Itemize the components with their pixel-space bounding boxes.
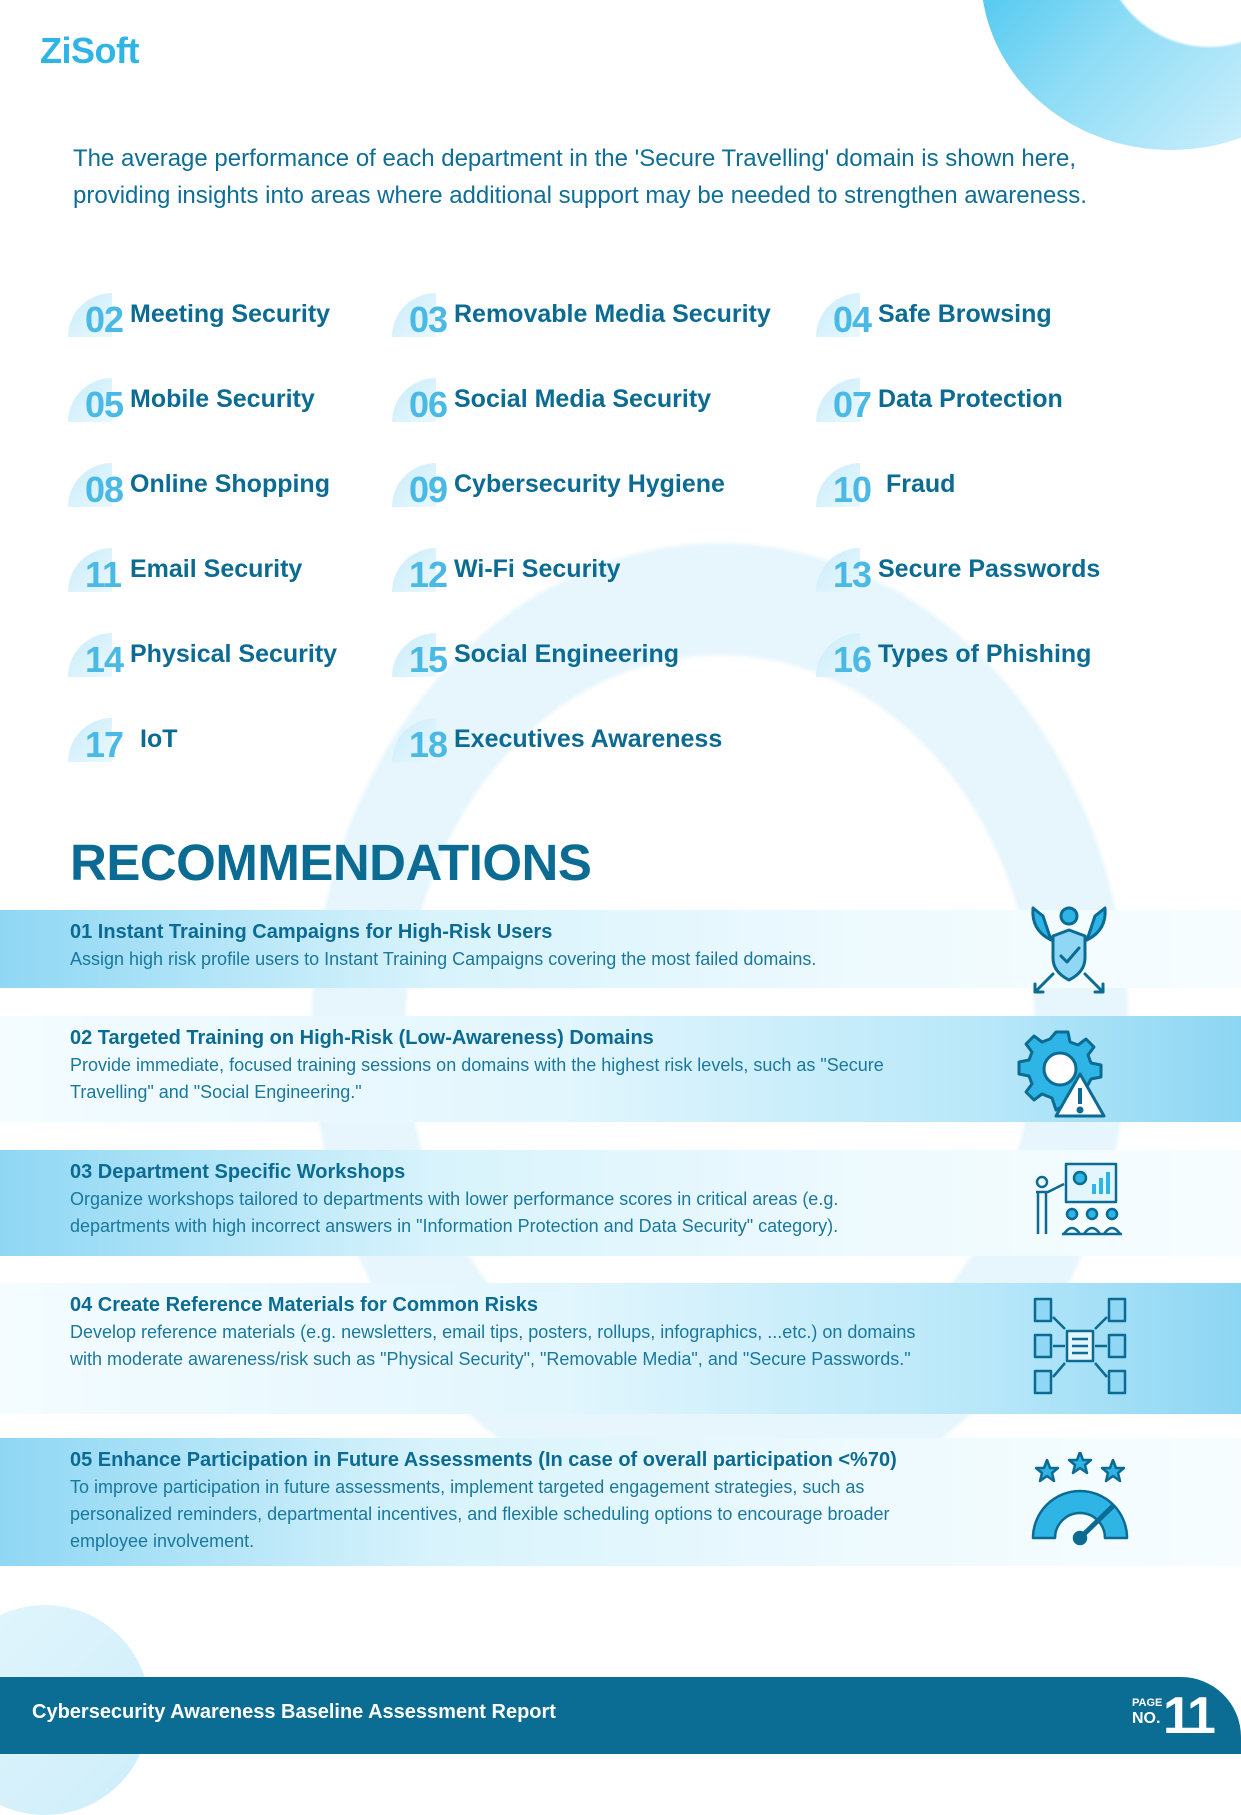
domain-name: Physical Security [130,640,338,668]
domain-item: 11 Email Security [68,547,392,595]
recommendation-card: 05 Enhance Participation in Future Asses… [0,1438,1241,1566]
domain-name: Types of Phishing [878,640,1092,668]
domain-item: 12 Wi-Fi Security [392,547,816,595]
domain-item: 10 Fraud [816,462,1188,510]
recommendation-body: Organize workshops tailored to departmen… [70,1189,839,1236]
domain-name: Data Protection [878,385,1063,413]
domain-name: Executives Awareness [454,725,723,753]
domain-number: 13 [833,554,872,595]
domain-item: 13 Secure Passwords [816,547,1188,595]
recommendation-body: Provide immediate, focused training sess… [70,1055,884,1102]
domain-number: 16 [833,639,872,680]
recommendation-heading: 02 Targeted Training on High-Risk (Low-A… [70,1027,654,1049]
domain-name: Meeting Security [130,300,331,328]
recommendation-card: 01 Instant Training Campaigns for High-R… [0,906,1241,994]
documents-network-icon [1033,1297,1127,1395]
domain-item: 08 Online Shopping [68,462,392,510]
domain-number: 05 [85,384,124,425]
footer-bar: Cybersecurity Awareness Baseline Assessm… [0,1677,1241,1754]
domain-item: 05 Mobile Security [68,377,392,425]
domain-number: 17 [85,724,124,765]
domain-number: 09 [409,469,448,510]
recommendation-body: To improve participation in future asses… [70,1477,890,1551]
gear-warning-icon [1017,1030,1106,1118]
domain-name: IoT [140,725,178,753]
recommendation-card: 02 Targeted Training on High-Risk (Low-A… [0,1016,1241,1122]
domain-number: 08 [85,469,124,510]
domain-item: 09 Cybersecurity Hygiene [392,462,816,510]
domain-item: 02 Meeting Security [68,292,392,340]
domain-number: 10 [833,469,872,510]
recommendation-heading: 04 Create Reference Materials for Common… [70,1294,538,1316]
recommendation-card: 04 Create Reference Materials for Common… [0,1283,1241,1414]
domain-name: Fraud [886,470,956,498]
domain-name: Online Shopping [130,470,330,498]
domain-list: 02 Meeting Security 03 Removable Media Sec… [68,292,1188,765]
page-label: PAGE NO. [1132,1697,1163,1727]
recommendation-heading: 05 Enhance Participation in Future Asses… [70,1449,897,1471]
domain-number: 12 [409,554,448,595]
domain-number: 14 [85,639,124,680]
domain-item: 07 Data Protection [816,377,1188,425]
domain-name: Social Engineering [454,640,680,668]
domain-name: Wi-Fi Security [454,555,621,583]
domain-number: 15 [409,639,448,680]
domain-name: Safe Browsing [878,300,1052,328]
recommendation-card: 03 Department Specific Workshops Organiz… [0,1150,1241,1256]
domain-number: 07 [833,384,872,425]
domain-number: 02 [85,299,124,340]
rating-gauge-icon [1031,1452,1129,1546]
recommendation-heading: 01 Instant Training Campaigns for High-R… [70,921,553,943]
page-label-line2: NO. [1132,1710,1161,1727]
domain-number: 06 [409,384,448,425]
domain-item: 06 Social Media Security [392,377,816,425]
domain-item: 04 Safe Browsing [816,292,1188,340]
domain-item: 17 IoT [68,717,392,765]
domain-item: 16 Types of Phishing [816,632,1188,680]
recommendation-body: Assign high risk profile users to Instan… [70,949,817,969]
domain-item: 03 Removable Media Security [392,292,816,340]
domain-item: 14 Physical Security [68,632,392,680]
domain-name: Cybersecurity Hygiene [454,470,725,498]
decorative-corner-arc [981,0,1241,150]
presentation-icon [1035,1162,1122,1236]
page-label-line1: PAGE [1132,1697,1163,1709]
domain-number: 18 [409,724,448,765]
domain-name: Email Security [130,555,303,583]
domain-name: Mobile Security [130,385,315,413]
recommendation-body: Develop reference materials (e.g. newsle… [70,1322,916,1369]
domain-number: 03 [409,299,448,340]
domain-item: 15 Social Engineering [392,632,816,680]
logo: ZiSoft [40,30,139,71]
recommendations-title: RECOMMENDATIONS [70,834,592,891]
domain-name: Removable Media Security [454,300,771,328]
domain-name: Secure Passwords [878,555,1101,583]
domain-number: 04 [833,299,872,340]
domain-number: 11 [85,554,122,595]
domain-item: 18 Executives Awareness [392,717,816,765]
footer-title: Cybersecurity Awareness Baseline Assessm… [32,1701,556,1723]
domain-name: Social Media Security [454,385,712,413]
recommendation-heading: 03 Department Specific Workshops [70,1161,406,1183]
shield-person-icon [1031,906,1107,994]
page-number: 11 [1163,1687,1216,1745]
intro-paragraph: The average performance of each departme… [73,145,1087,209]
